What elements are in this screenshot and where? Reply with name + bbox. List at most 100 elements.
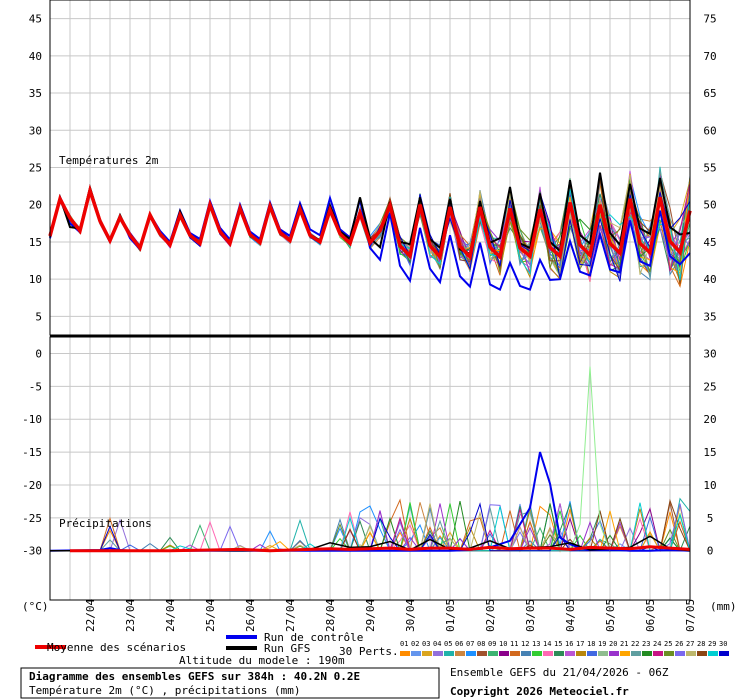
- temp-left-tick: 30: [29, 124, 42, 137]
- footer-box: [20, 667, 440, 699]
- legend-control-label: Run de contrôle: [264, 631, 363, 644]
- date-tick: 04/05: [564, 599, 577, 632]
- temp-right-tick: 55: [703, 162, 716, 175]
- member-code: 13: [532, 640, 540, 648]
- member-precip-peak: [569, 366, 611, 551]
- temp-left-tick: 15: [29, 236, 42, 249]
- precip-left-tick: -30: [22, 545, 42, 558]
- date-tick: 26/04: [244, 599, 257, 632]
- temp-panel-label: Températures 2m: [59, 154, 159, 167]
- footer-title: Diagramme des ensembles GEFS sur 384h : …: [29, 670, 360, 683]
- date-tick: 28/04: [324, 599, 337, 632]
- member-swatch: [664, 651, 674, 656]
- member-code: 03: [422, 640, 430, 648]
- precip-right-tick: 10: [703, 479, 716, 492]
- temp-right-tick: 35: [703, 310, 716, 323]
- member-swatch: [587, 651, 597, 656]
- member-swatch: [708, 651, 718, 656]
- grid: [49, 0, 691, 600]
- member-swatch: [433, 651, 443, 656]
- date-tick: 22/04: [84, 599, 97, 632]
- member-code: 19: [598, 640, 606, 648]
- altitude-label: Altitude du modele : 190m: [179, 654, 345, 667]
- temp-left-tick: 35: [29, 87, 42, 100]
- precip-right-tick: 20: [703, 413, 716, 426]
- legend-gfs-label: Run GFS: [264, 642, 310, 655]
- member-swatch: [686, 651, 696, 656]
- member-code: 25: [664, 640, 672, 648]
- member-swatch: [422, 651, 432, 656]
- member-swatch: [642, 651, 652, 656]
- member-code: 23: [642, 640, 650, 648]
- member-swatch: [719, 651, 729, 656]
- footer-copyright: Copyright 2026 Meteociel.fr: [450, 685, 629, 698]
- date-tick: 25/04: [204, 599, 217, 632]
- member-code: 14: [543, 640, 551, 648]
- member-swatch: [455, 651, 465, 656]
- temp-right-tick: 60: [703, 124, 716, 137]
- date-tick: 27/04: [284, 599, 297, 632]
- precip-right-tick: 15: [703, 446, 716, 459]
- member-swatch: [466, 651, 476, 656]
- legend: 01 02 03 04 05 06 07 08 09 10 11 12 13 14 15 16 17 18 19 20…: [20, 635, 729, 699]
- member-swatch: [499, 651, 509, 656]
- temp-right-tick: 65: [703, 87, 716, 100]
- member-swatch: [400, 651, 410, 656]
- precip-left-tick: -5: [29, 380, 42, 393]
- mean-precip-line: [70, 545, 691, 553]
- member-code: 24: [653, 640, 661, 648]
- member-code: 20: [609, 640, 617, 648]
- member-swatch: [477, 651, 487, 656]
- date-tick: 24/04: [164, 599, 177, 632]
- date-tick: 01/05: [444, 599, 457, 632]
- member-code: 08: [477, 640, 485, 648]
- temp-left-tick: 20: [29, 199, 42, 212]
- member-swatch: [521, 651, 531, 656]
- member-swatch: [532, 651, 542, 656]
- member-code: 21: [620, 640, 628, 648]
- members-label: 30 Perts.: [339, 645, 399, 658]
- precip-left-tick: -10: [22, 413, 42, 426]
- temp-left-tick: 40: [29, 50, 42, 63]
- member-swatch: [444, 651, 454, 656]
- member-code: 09: [488, 640, 496, 648]
- temp-right-tick: 40: [703, 273, 716, 286]
- precip-left-tick: 0: [35, 347, 42, 360]
- precip-left-tick: -25: [22, 512, 42, 525]
- member-swatch: [554, 651, 564, 656]
- member-code: 05: [444, 640, 452, 648]
- member-swatch: [631, 651, 641, 656]
- member-swatch: [488, 651, 498, 656]
- member-code: 06: [455, 640, 463, 648]
- temp-right-tick: 45: [703, 236, 716, 249]
- temp-left-tick: 45: [29, 13, 42, 26]
- member-swatch: [543, 651, 553, 656]
- precip-left-tick: -15: [22, 446, 42, 459]
- precip-right-tick: 0: [707, 545, 714, 558]
- member-code: 02: [411, 640, 419, 648]
- member-code: 27: [686, 640, 694, 648]
- member-code: 10: [499, 640, 507, 648]
- member-code: 07: [466, 640, 474, 648]
- member-code: 22: [631, 640, 639, 648]
- member-code: 04: [433, 640, 441, 648]
- footer-subtitle: Température 2m (°C) , précipitations (mm…: [29, 684, 301, 697]
- date-tick: 29/04: [364, 599, 377, 632]
- member-code: 28: [697, 640, 705, 648]
- date-tick: 23/04: [124, 599, 137, 632]
- main-lines: [48, 172, 692, 553]
- precip-right-tick: 25: [703, 380, 716, 393]
- member-code: 29: [708, 640, 716, 648]
- member-code: 15: [554, 640, 562, 648]
- date-tick: 30/04: [404, 599, 417, 632]
- date-tick: 05/05: [604, 599, 617, 632]
- precip-right-tick: 30: [703, 347, 716, 360]
- precip-left-tick: -20: [22, 479, 42, 492]
- member-swatch: [510, 651, 520, 656]
- date-tick: 02/05: [484, 599, 497, 632]
- member-code: 11: [510, 640, 518, 648]
- member-code: 18: [587, 640, 595, 648]
- temp-left-tick: 5: [35, 310, 42, 323]
